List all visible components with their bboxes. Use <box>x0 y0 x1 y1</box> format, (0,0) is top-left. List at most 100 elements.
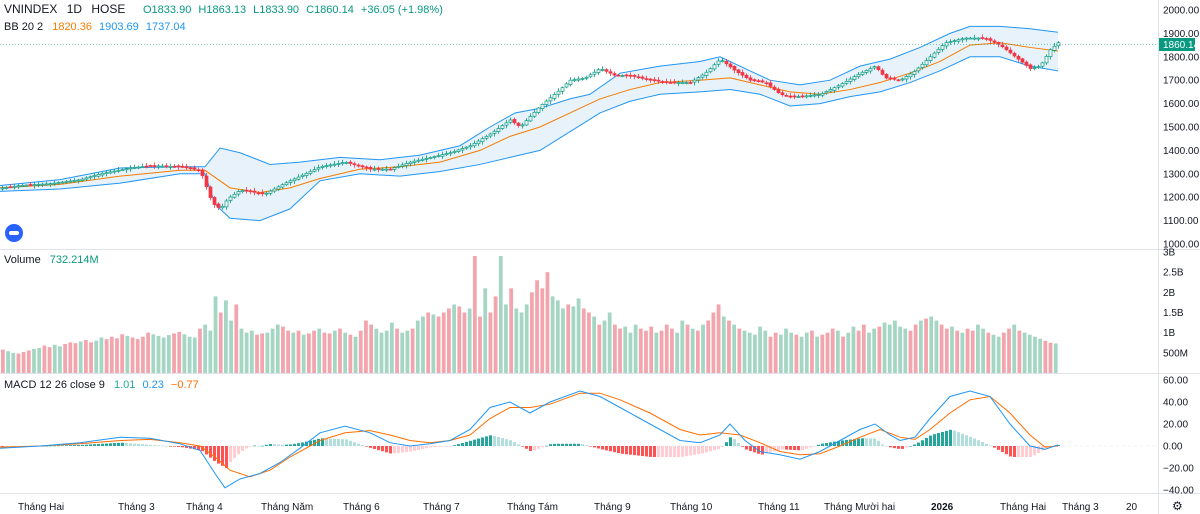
candle <box>120 168 125 171</box>
candle <box>408 160 413 167</box>
volume-bar <box>1033 336 1037 373</box>
volume-bar <box>457 306 462 373</box>
candle <box>644 75 649 82</box>
bb-upper-value: 1903.69 <box>99 21 139 33</box>
candle <box>552 92 557 101</box>
candle <box>388 167 393 171</box>
volume-bar <box>913 324 918 373</box>
volume-bar <box>1017 330 1022 373</box>
candle <box>968 36 973 40</box>
gear-icon[interactable]: ⚙ <box>1172 499 1183 513</box>
candle <box>1024 60 1029 68</box>
candle <box>60 181 65 184</box>
macd-histogram-bar <box>961 433 964 446</box>
volume-bar <box>431 314 436 373</box>
volume-bar <box>198 328 202 373</box>
y-axes[interactable]: 2000.00 1900.00 1800.00 1700.00 1600.00 1500.… <box>1163 6 1200 497</box>
candle <box>888 75 893 81</box>
bb-legend[interactable]: BB 20 2 1820.36 1903.69 1737.04 <box>4 21 186 33</box>
macd-histogram-bar <box>437 446 440 447</box>
volume-bar <box>778 334 783 373</box>
volume-bar <box>229 320 233 373</box>
candle <box>604 68 609 74</box>
candle <box>276 185 281 191</box>
volume-bar <box>192 337 197 373</box>
candle <box>844 78 849 86</box>
volume-bar <box>130 337 135 373</box>
macd-histogram-bar <box>577 443 580 446</box>
legend-high: H1863.13 <box>198 4 246 16</box>
macd-histogram-bar <box>809 446 812 448</box>
macd-histogram-bar <box>897 446 900 449</box>
volume-pane[interactable] <box>1 256 1058 373</box>
main-legend[interactable]: VNINDEX 1D HOSE O1833.90 H1863.13 L1833.… <box>4 2 443 16</box>
volume-bar <box>208 330 213 373</box>
macd-histogram-bar <box>505 439 508 446</box>
macd-histogram-bar <box>101 443 104 446</box>
volume-bar <box>42 345 47 373</box>
volume-legend[interactable]: Volume 732.214M <box>4 254 99 266</box>
volume-bar <box>835 330 840 373</box>
candle <box>816 92 821 99</box>
price-pane[interactable] <box>0 25 1061 222</box>
candle <box>584 75 589 81</box>
time-axis-label: Tháng 10 <box>670 502 713 513</box>
volume-bar <box>555 300 560 373</box>
time-axis-label: Tháng 7 <box>423 502 460 513</box>
svg-text:VNINDEX 1D HOSE: VNINDEX 1D HOSE <box>4 2 125 16</box>
candle <box>44 181 49 186</box>
volume-bar <box>597 324 602 373</box>
volume-bar <box>379 332 384 373</box>
candle <box>1008 47 1013 55</box>
candle <box>332 160 337 167</box>
candle <box>756 79 761 83</box>
macd-histogram-bar <box>329 438 332 446</box>
volume-bar <box>706 320 711 373</box>
volume-bar <box>535 280 539 373</box>
volume-bar <box>742 330 747 373</box>
volume-bar <box>789 332 794 373</box>
volume-bar <box>312 330 316 373</box>
candle <box>12 184 17 190</box>
macd-histogram-bar <box>69 445 72 446</box>
candle <box>460 146 465 154</box>
macd-histogram-bar <box>257 445 260 447</box>
macd-histogram-bar <box>509 440 512 446</box>
volume-bar <box>6 351 10 373</box>
volume-bar <box>509 288 514 373</box>
macd-histogram-bar <box>281 444 284 446</box>
macd-histogram-bar <box>553 443 556 446</box>
last-price-tag: 1860.14 <box>0 38 1200 51</box>
volume-bar <box>903 328 908 373</box>
x-axis[interactable]: Tháng Hai Tháng 3 Tháng 4 Tháng Năm Tháng 6 T… <box>18 502 1138 513</box>
macd-histogram-bar <box>93 444 96 446</box>
volume-bar <box>120 334 125 373</box>
candle <box>776 87 781 94</box>
macd-histogram-bar <box>713 446 716 451</box>
tradingview-logo-icon[interactable] <box>5 224 23 242</box>
volume-bar <box>239 328 244 373</box>
candle <box>428 156 433 160</box>
bb-lower-value: 1737.04 <box>146 21 186 33</box>
candle <box>840 82 845 89</box>
candle <box>808 92 813 98</box>
macd-histogram-bar <box>477 438 480 446</box>
macd-legend[interactable]: MACD 12 26 close 9 1.01 0.23 −0.77 <box>4 379 199 391</box>
volume-bar <box>1053 343 1058 373</box>
time-axis-label: Tháng Năm <box>261 502 313 513</box>
candle <box>656 77 661 84</box>
candle <box>116 167 121 173</box>
macd-histogram-bar <box>1009 446 1012 457</box>
bb-basis-line <box>0 42 1059 194</box>
legend-symbol: VNINDEX <box>4 2 57 16</box>
macd-line-value: 0.23 <box>142 379 163 391</box>
time-axis-label: Tháng 3 <box>1062 502 1099 513</box>
svg-text:BB 20 2 1820.36 19: BB 20 2 1820.36 1903.69 1737.04 <box>4 21 186 33</box>
volume-bar <box>224 300 228 373</box>
volume-bar <box>395 328 399 373</box>
candle <box>880 68 885 76</box>
candle <box>344 161 349 165</box>
macd-pane[interactable] <box>0 390 1158 489</box>
volume-bar <box>125 335 130 373</box>
